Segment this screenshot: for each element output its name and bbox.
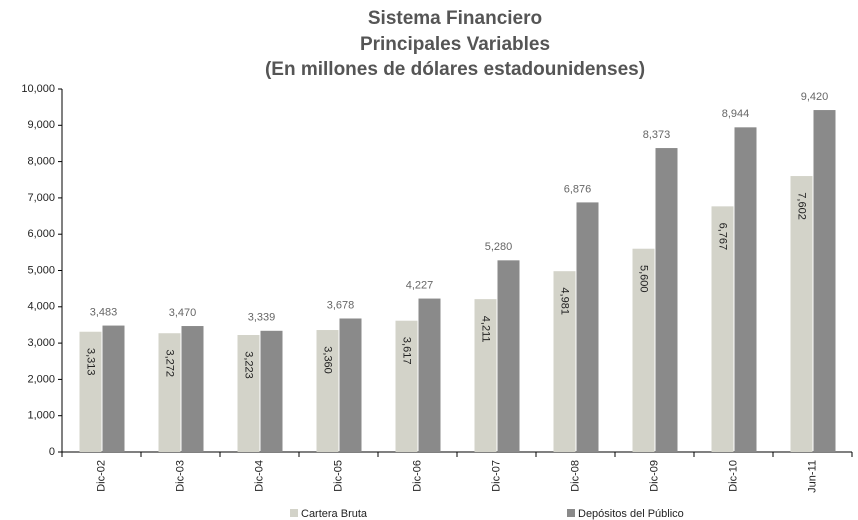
legend-label: Cartera Bruta — [301, 508, 368, 520]
value-label: 3,313 — [85, 348, 97, 376]
y-tick-label: 8,000 — [27, 156, 55, 168]
bar — [553, 271, 576, 452]
y-tick-label: 7,000 — [27, 192, 55, 204]
bar — [316, 330, 339, 452]
bar — [339, 318, 362, 452]
bar — [655, 148, 678, 452]
bar — [395, 320, 418, 452]
bar — [102, 325, 125, 452]
value-label: 3,617 — [401, 337, 413, 365]
value-label: 3,339 — [248, 312, 276, 324]
bar — [813, 110, 836, 452]
bar — [474, 299, 497, 452]
value-label: 3,470 — [169, 307, 197, 319]
chart-title: (En millones de dólares estadounidenses) — [265, 59, 645, 80]
value-label: 8,944 — [722, 108, 750, 120]
x-tick-label: Jun-11 — [806, 460, 818, 493]
y-tick-label: 4,000 — [27, 301, 55, 313]
bar — [181, 326, 204, 452]
chart-title: Sistema Financiero — [368, 8, 542, 29]
x-tick-label: Dic-03 — [174, 460, 186, 492]
bar — [497, 260, 520, 452]
x-tick-label: Dic-04 — [253, 460, 265, 492]
bar — [576, 202, 599, 452]
value-label: 9,420 — [801, 91, 829, 103]
value-label: 6,767 — [717, 223, 729, 251]
legend-swatch — [290, 509, 298, 517]
y-tick-label: 6,000 — [27, 228, 55, 240]
value-label: 4,227 — [406, 279, 434, 291]
legend-label: Depósitos del Público — [578, 508, 684, 520]
value-label: 8,373 — [643, 129, 671, 141]
bar — [158, 333, 181, 452]
bar — [734, 127, 757, 453]
value-label: 5,600 — [638, 265, 650, 293]
x-tick-label: Dic-08 — [569, 460, 581, 492]
legend-swatch — [567, 509, 575, 517]
value-label: 3,272 — [164, 349, 176, 377]
x-tick-label: Dic-07 — [490, 460, 502, 492]
value-label: 4,981 — [559, 287, 571, 315]
value-label: 3,483 — [90, 306, 118, 318]
bar — [632, 248, 655, 452]
x-tick-label: Dic-05 — [332, 460, 344, 492]
chart-title: Principales Variables — [360, 34, 550, 55]
value-label: 4,211 — [480, 316, 492, 343]
bar — [711, 206, 734, 452]
bar — [790, 176, 813, 452]
y-tick-label: 9,000 — [27, 119, 55, 131]
bar — [260, 330, 283, 452]
x-tick-label: Dic-10 — [727, 460, 739, 492]
value-label: 6,876 — [564, 183, 592, 195]
y-tick-label: 1,000 — [27, 410, 55, 422]
y-tick-label: 3,000 — [27, 337, 55, 349]
bar — [79, 331, 102, 452]
y-tick-label: 0 — [49, 446, 55, 458]
value-label: 3,223 — [243, 351, 255, 379]
y-tick-label: 2,000 — [27, 373, 55, 385]
x-tick-label: Dic-09 — [648, 460, 660, 492]
value-label: 3,360 — [322, 346, 334, 374]
bar — [237, 335, 260, 452]
value-label: 7,602 — [796, 192, 808, 220]
x-tick-label: Dic-06 — [411, 460, 423, 492]
y-tick-label: 10,000 — [21, 83, 55, 95]
value-label: 3,678 — [327, 299, 355, 311]
value-label: 5,280 — [485, 241, 513, 253]
x-tick-label: Dic-02 — [95, 460, 107, 492]
y-tick-label: 5,000 — [27, 264, 55, 276]
bar — [418, 298, 441, 452]
